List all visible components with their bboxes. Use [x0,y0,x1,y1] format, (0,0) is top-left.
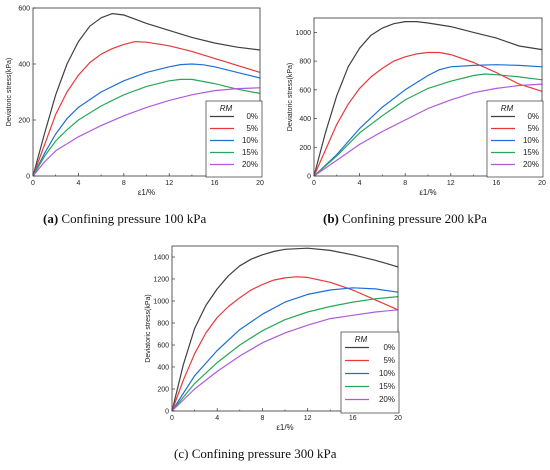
series-line-4 [32,87,261,177]
legend-label-1: 5% [527,124,539,133]
series-line-1 [171,276,399,412]
legend-title: RM [501,104,514,113]
x-tick-label: 0 [312,180,316,187]
legend-label-4: 20% [379,395,395,404]
legend-label-2: 10% [242,136,258,145]
y-axis-label: Deviatoric stress(kPa) [6,58,13,126]
x-tick-label: 12 [447,180,455,187]
series-line-0 [313,21,543,177]
series-line-0 [32,13,261,177]
caption-b: (b) Confining pressure 200 kPa [323,211,487,227]
x-tick-label: 8 [403,180,407,187]
caption-c-text: Confining pressure 300 kPa [188,446,337,461]
y-tick-label: 400 [157,365,169,372]
legend-label-3: 15% [523,148,539,157]
caption-c-letter: (c) [174,446,189,461]
legend-label-2: 10% [523,136,539,145]
series-line-3 [32,78,261,177]
x-tick-label: 20 [538,180,546,187]
legend-label-2: 10% [379,369,395,378]
x-tick-label: 4 [76,180,80,187]
x-tick-label: 8 [122,180,126,187]
caption-b-text: Confining pressure 200 kPa [338,211,487,226]
legend-label-0: 0% [527,112,539,121]
y-tick-label: 600 [299,87,311,94]
legend-label-4: 20% [242,160,258,169]
legend-label-1: 5% [383,356,395,365]
x-axis-label: ε1/% [276,423,293,432]
y-tick-label: 400 [299,116,311,123]
legend-title: RM [220,104,233,113]
legend-label-3: 15% [379,382,395,391]
y-axis-label: Deviatoric stress(kPa) [145,294,152,362]
x-tick-label: 16 [211,180,219,187]
chart-2: 0 4 8 12 16 200200400600800100012001400Deviat… [145,245,402,432]
y-tick-label: 0 [307,174,311,181]
y-tick-label: 0 [165,409,169,416]
y-tick-label: 200 [157,387,169,394]
series-line-0 [171,247,399,412]
x-tick-label: 16 [493,180,501,187]
x-tick-label: 12 [304,415,312,422]
series-line-1 [313,51,543,177]
y-tick-label: 200 [299,145,311,152]
caption-a-text: Confining pressure 100 kPa [58,211,207,226]
y-tick-label: 1000 [295,30,311,37]
legend-label-0: 0% [246,112,258,121]
y-axis-label: Deviatoric stress(kPa) [287,63,294,131]
series-line-4 [313,83,543,177]
legend-title: RM [355,335,368,344]
y-tick-label: 600 [18,6,30,13]
x-tick-label: 20 [256,180,264,187]
legend-label-0: 0% [383,343,395,352]
caption-a-letter: (a) [43,211,59,226]
x-tick-label: 20 [394,415,402,422]
x-tick-label: 8 [260,415,264,422]
legend-label-1: 5% [246,124,258,133]
x-tick-label: 0 [170,415,174,422]
series-line-4 [171,309,399,412]
series-line-2 [171,287,399,412]
series-line-1 [32,40,261,177]
legend-label-4: 20% [523,160,539,169]
caption-b-letter: (b) [323,211,339,226]
y-tick-label: 400 [18,62,30,69]
y-tick-label: 1400 [153,255,169,262]
caption-a: (a) Confining pressure 100 kPa [43,211,206,227]
legend-label-3: 15% [242,148,258,157]
y-tick-label: 1000 [153,299,169,306]
y-tick-label: 800 [157,321,169,328]
y-tick-label: 600 [157,343,169,350]
series-line-3 [313,73,543,177]
x-tick-label: 16 [349,415,357,422]
y-tick-label: 0 [26,174,30,181]
x-tick-label: 4 [358,180,362,187]
x-axis-label: ε1/% [138,188,155,197]
series-line-2 [32,63,261,177]
series-line-2 [313,64,543,177]
y-tick-label: 800 [299,59,311,66]
y-tick-label: 1200 [153,277,169,284]
x-tick-label: 12 [165,180,173,187]
series-line-3 [171,296,399,412]
x-axis-label: ε1/% [419,188,436,197]
caption-c: (c) Confining pressure 300 kPa [174,446,336,462]
y-tick-label: 200 [18,118,30,125]
x-tick-label: 4 [215,415,219,422]
x-tick-label: 0 [31,180,35,187]
